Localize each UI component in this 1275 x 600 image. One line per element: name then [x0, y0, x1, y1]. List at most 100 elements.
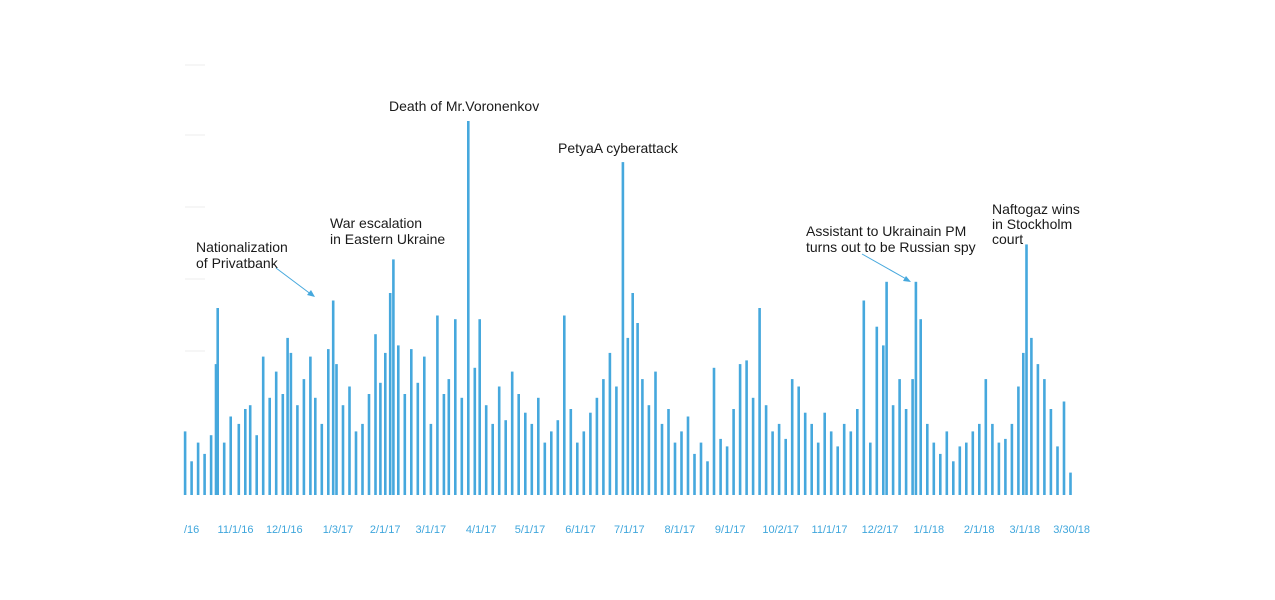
bar-2017-05-18	[556, 420, 560, 495]
tick-label-2017-12-02: 12/2/17	[862, 524, 899, 536]
bar-2017-09-07	[738, 364, 742, 495]
bar-2017-06-11	[595, 397, 599, 495]
bar-2018-01-08	[939, 453, 942, 495]
bar-2018-01-04	[932, 442, 936, 495]
bar-2018-02-09	[991, 423, 994, 495]
bar-2017-07-13	[647, 405, 651, 495]
bar-2016-12-17	[309, 356, 312, 495]
bar-2016-10-13	[203, 453, 206, 495]
bar-2017-09-15	[751, 397, 755, 495]
tick-label-2017-09-01: 9/1/17	[715, 524, 746, 536]
tick-label-2018-03-01: 3/1/18	[1010, 524, 1041, 536]
grid-marks	[185, 64, 205, 352]
event-annotations: Nationalization of Privatbank War escala…	[196, 98, 1080, 297]
tick-label-2017-02-01: 2/1/17	[370, 524, 401, 536]
annotation-naftogaz-line-3: court	[992, 231, 1023, 247]
bar-2017-10-13	[797, 386, 800, 495]
bar-2016-10-25	[222, 442, 226, 495]
bar-2018-03-21	[1056, 446, 1059, 495]
bar-2017-11-10	[842, 423, 846, 495]
bar-2018-03-29	[1069, 472, 1072, 495]
bar-2016-11-18	[261, 356, 265, 495]
tick-label-2017-04-01: 4/1/17	[466, 524, 497, 536]
bar-2017-11-26	[869, 442, 872, 495]
annotation-war-escalation: War escalation in Eastern Ukraine	[330, 215, 445, 247]
bar-2017-12-18	[904, 409, 908, 495]
bar-2016-11-10	[248, 405, 252, 495]
bar-2017-06-15	[602, 379, 605, 495]
annotation-russian-spy-line-2: turns out to be Russian spy	[806, 239, 976, 255]
bar-2016-10-21	[216, 308, 219, 495]
bar-2017-12-04	[882, 345, 885, 495]
bar-2017-12-06	[885, 281, 888, 495]
bar-2017-01-02	[335, 364, 338, 495]
bar-2017-11-18	[856, 409, 859, 495]
tick-label-2018-02-01: 2/1/18	[964, 524, 995, 536]
bar-2017-04-12	[497, 386, 501, 495]
bar-2018-01-28	[971, 431, 975, 495]
bar-2017-05-26	[569, 409, 573, 495]
bar-2017-03-20	[460, 397, 464, 495]
bar-2017-12-31	[926, 423, 929, 495]
bar-2018-01-16	[952, 461, 955, 495]
tick-label-2016-11-01: 11/1/16	[218, 524, 254, 536]
bar-2017-11-30	[875, 326, 879, 495]
bar-2017-10-01	[777, 423, 781, 495]
bar-2017-10-17	[803, 412, 807, 495]
annotation-naftogaz-line-1: Naftogaz wins	[992, 201, 1080, 217]
bar-2016-11-14	[255, 435, 258, 495]
bar-2017-07-21	[660, 423, 664, 495]
bar-2017-01-26	[374, 334, 377, 495]
bar-2017-10-21	[810, 423, 813, 495]
bar-2017-03-09	[442, 394, 446, 495]
bar-2017-03-16	[454, 319, 457, 495]
bar-2017-01-18	[361, 423, 364, 495]
bar-2018-03-25	[1062, 401, 1066, 495]
bar-2017-09-23	[764, 405, 768, 495]
bar-2017-05-30	[576, 442, 579, 495]
leader-line-privatbank	[275, 267, 313, 296]
bar-2017-10-09	[790, 379, 794, 495]
bar-2018-02-21	[1010, 423, 1014, 495]
annotation-russian-spy-line-1: Assistant to Ukrainain PM	[806, 223, 966, 239]
bar-2016-12-09	[296, 405, 299, 495]
bar-2017-05-22	[563, 315, 566, 495]
bar-2017-12-27	[919, 319, 922, 495]
bar-2016-12-31	[331, 300, 335, 495]
bar-2017-11-22	[862, 300, 866, 495]
bar-2018-02-25	[1017, 386, 1020, 495]
bar-2017-04-04	[484, 405, 488, 495]
bar-2017-07-17	[654, 371, 657, 495]
bar-2016-10-20	[214, 364, 218, 495]
tick-label-2017-01-03: 1/3/17	[323, 524, 354, 536]
bar-2018-02-13	[997, 442, 1001, 495]
bar-2017-11-02	[829, 431, 833, 495]
bar-2017-02-21	[416, 382, 420, 495]
bar-2016-10-09	[196, 442, 200, 495]
bar-2018-02-17	[1004, 438, 1007, 495]
bar-2017-09-19	[758, 308, 761, 495]
tick-label-2017-08-01: 8/1/17	[665, 524, 696, 536]
bar-2017-10-29	[823, 412, 826, 495]
bar-2017-04-20	[510, 371, 514, 495]
bar-2017-02-01	[384, 352, 387, 495]
bar-2017-12-24	[914, 281, 918, 495]
bar-2017-01-22	[367, 394, 371, 495]
bar-2018-02-01	[978, 423, 981, 495]
bar-2017-02-06	[392, 259, 395, 495]
annotation-privatbank: Nationalization of Privatbank	[196, 239, 292, 271]
bar-2017-11-14	[849, 431, 853, 495]
bar-2017-09-11	[745, 360, 748, 495]
tick-label-2017-11-01: 11/1/17	[812, 524, 848, 536]
bar-2017-05-02	[530, 423, 534, 495]
bar-2016-10-05	[190, 461, 193, 495]
bar-2018-01-20	[958, 446, 962, 495]
bar-2017-08-14	[699, 442, 703, 495]
bar-2016-12-28	[327, 349, 330, 495]
bar-2017-07-06	[636, 323, 639, 495]
annotation-war-escalation-line-1: War escalation	[330, 215, 422, 231]
leader-line-russian-spy	[861, 253, 909, 281]
bar-2017-04-24	[517, 394, 520, 495]
bar-2017-08-18	[706, 461, 709, 495]
bar-2018-01-24	[965, 442, 968, 495]
